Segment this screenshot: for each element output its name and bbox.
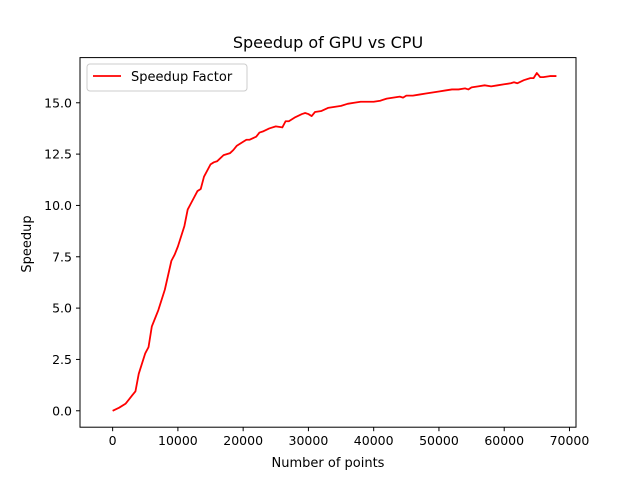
- y-tick-label: 12.5: [44, 147, 72, 162]
- axes-frame: [79, 57, 577, 428]
- y-axis: 0.0 2.5 5.0 7.5 10.0 12.5 15.0: [44, 95, 80, 418]
- legend: Speedup Factor: [86, 63, 248, 92]
- x-tick-label: 60000: [484, 433, 524, 448]
- legend-box: [86, 63, 248, 92]
- legend-label-speedup-factor: Speedup Factor: [131, 70, 233, 85]
- y-tick-label: 2.5: [52, 352, 72, 367]
- series-line-speedup-factor: [112, 72, 557, 412]
- chart-title: Speedup of GPU vs CPU: [233, 33, 423, 52]
- x-tick-label: 70000: [550, 433, 590, 448]
- x-tick-label: 50000: [419, 433, 459, 448]
- y-tick-label: 0.0: [52, 403, 72, 418]
- x-tick-label: 0: [109, 433, 117, 448]
- x-axis: 0 10000 20000 30000 40000 50000 60000 70000: [109, 427, 590, 448]
- x-tick-label: 40000: [354, 433, 394, 448]
- x-tick-label: 30000: [289, 433, 329, 448]
- x-tick-label: 20000: [223, 433, 263, 448]
- series-layer: [112, 72, 557, 412]
- y-tick-label: 7.5: [52, 249, 72, 264]
- x-tick-label: 10000: [158, 433, 198, 448]
- y-tick-label: 5.0: [52, 301, 72, 316]
- x-axis-label: Number of points: [272, 456, 385, 471]
- y-axis-label: Speedup: [20, 215, 35, 272]
- y-tick-label: 15.0: [44, 95, 72, 110]
- y-tick-label: 10.0: [44, 198, 72, 213]
